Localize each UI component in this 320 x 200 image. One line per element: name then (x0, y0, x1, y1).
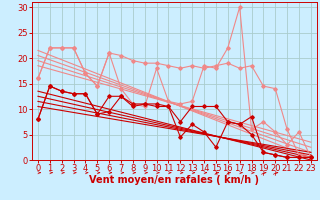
X-axis label: Vent moyen/en rafales ( km/h ): Vent moyen/en rafales ( km/h ) (89, 175, 260, 185)
